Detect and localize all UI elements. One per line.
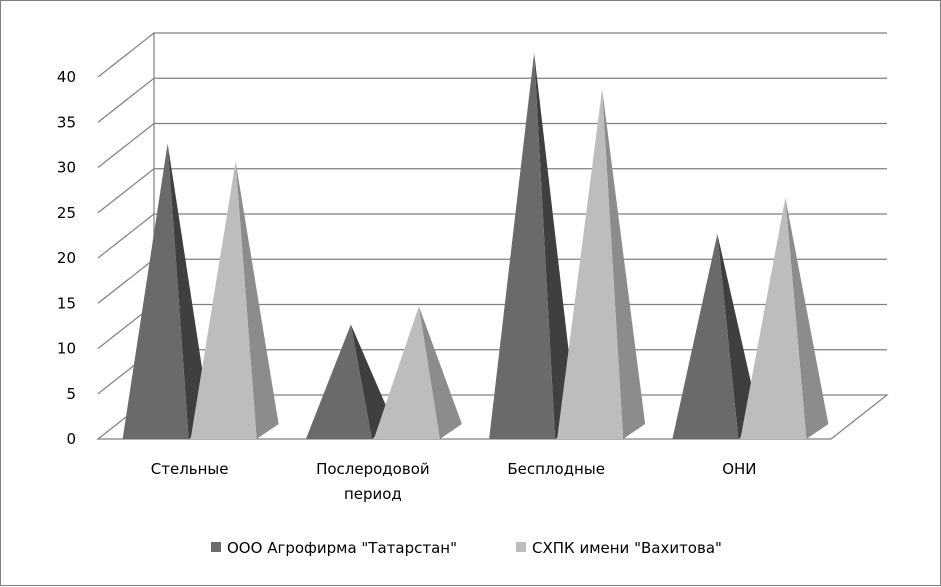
pyramid-front-face [373,306,440,439]
pyramid-bar [672,233,761,439]
y-tick-label: 0 [66,430,76,448]
pyramid-side-face [717,233,761,439]
y-tick-label: 30 [57,159,76,177]
y-tick-label: 15 [57,294,76,312]
x-axis-categories: Стельные Послеродовой период Бесплодные ОНИ [151,460,757,503]
pyramid-bar [190,161,279,440]
x-category-label: период [344,485,402,503]
pyramid-side-face [785,197,829,439]
pyramid-bars [122,52,829,440]
pyramid-side-face [534,52,578,439]
x-category-label: Стельные [151,460,229,478]
legend-label: ООО Агрофирма "Татарстан" [227,539,457,557]
pyramid-front-face [305,324,372,439]
y-tick-label: 10 [57,340,76,358]
gridline [97,168,887,214]
x-category-label: Бесплодные [507,460,605,478]
y-axis-ticks: 0 5 10 15 20 25 30 35 40 [57,68,76,448]
pyramid-front-face [489,52,556,439]
pyramid-front-face [557,89,624,440]
y-tick-label: 5 [66,385,76,403]
pyramid-bar [305,324,394,439]
pyramid-front-face [122,143,189,439]
pyramid-front-face [740,197,807,439]
pyramid-side-face [418,306,462,439]
pyramid-side-face [602,89,646,440]
gridline [97,32,887,78]
y-tick-label: 25 [57,204,76,222]
x-category-label: Послеродовой [316,460,430,478]
pyramid-side-face [350,324,394,439]
pyramid-front-face [190,161,257,440]
gridline [97,213,887,259]
y-tick-label: 40 [57,68,76,86]
legend-swatch [516,542,526,552]
x-category-label: ОНИ [722,460,756,478]
gridline [97,77,887,123]
legend-swatch [211,542,221,552]
pyramid-side-face [235,161,279,440]
pyramid-front-face [672,233,739,439]
y-tick-label: 20 [57,249,76,267]
pyramid-bar [489,52,578,439]
pyramid-bar [740,197,829,439]
pyramid-bar [373,306,462,439]
pyramid-bar [122,143,211,439]
legend: ООО Агрофирма "Татарстан" СХПК имени "Вах… [211,539,722,557]
legend-label: СХПК имени "Вахитова" [532,539,722,557]
pyramid-side-face [167,143,211,439]
pyramid-bar [557,89,646,440]
y-tick-label: 35 [57,113,76,131]
gridline [97,122,887,168]
